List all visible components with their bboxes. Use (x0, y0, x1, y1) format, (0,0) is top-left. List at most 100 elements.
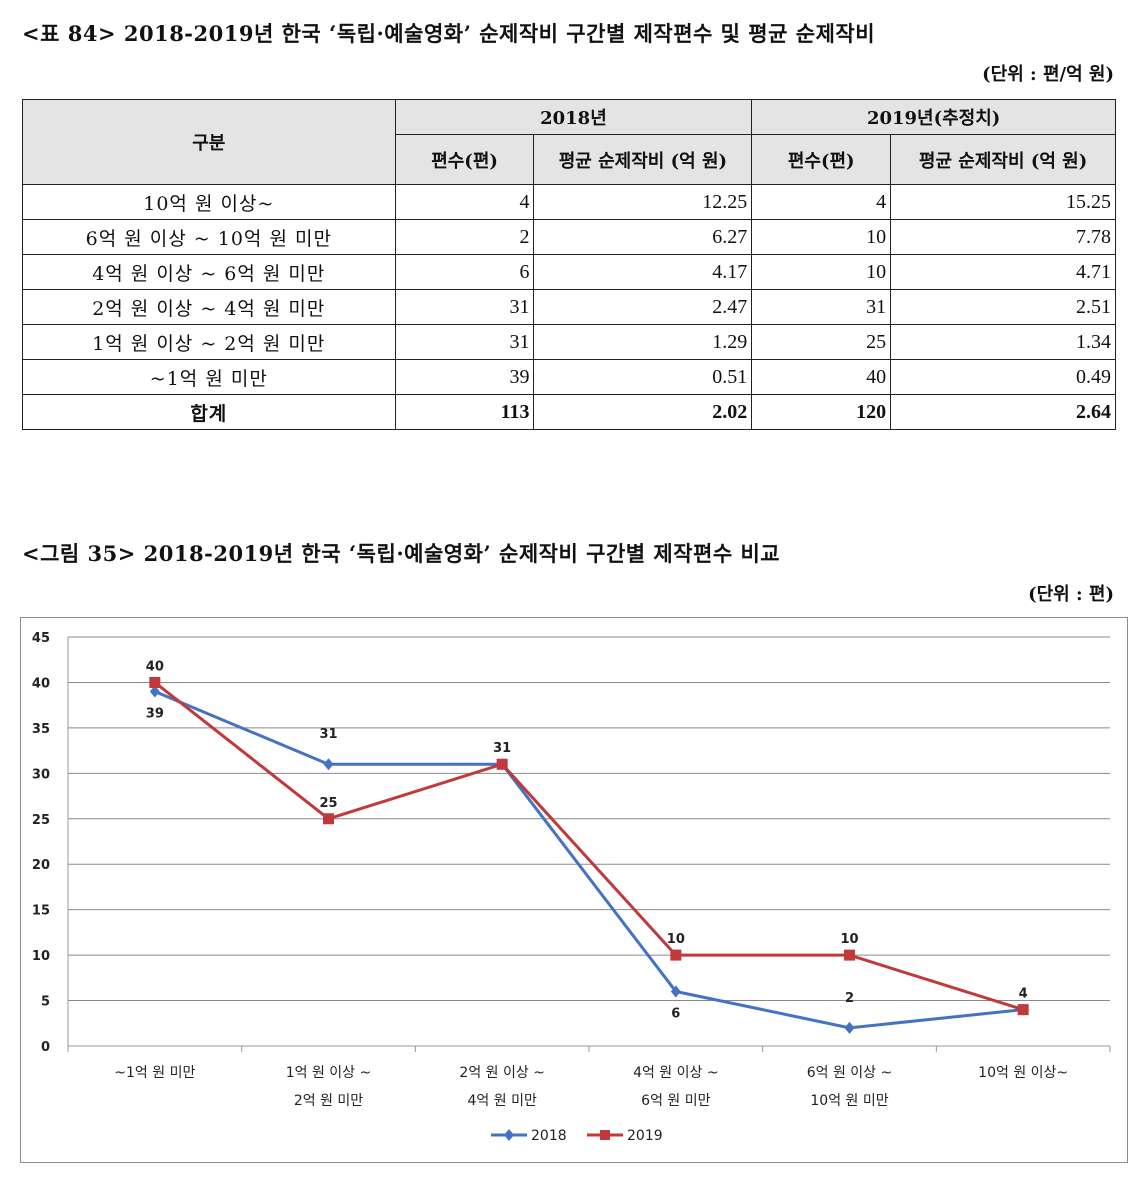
line-chart: 0 5 10 15 20 25 30 35 40 45 ~1억 원 미만 1억 원 이상 ~ 2억 원 … (20, 617, 1128, 1163)
count-2019: 31 (751, 289, 892, 325)
count-2018: 4 (394, 184, 535, 220)
avg-2018: 2.47 (533, 289, 753, 325)
data-label-2018: 31 (319, 727, 337, 742)
header-2019: 2019년(추정치) (751, 99, 1116, 135)
table-row: 6억 원 이상 ~ 10억 원 미만 2 6.27 10 7.78 (22, 219, 1116, 255)
data-label-2018: 39 (146, 707, 164, 722)
y-tick-label: 10 (32, 949, 50, 964)
y-tick-label: 15 (32, 904, 50, 919)
x-tick-label: 1억 원 이상 ~ (286, 1065, 372, 1081)
data-point-2018 (670, 985, 681, 998)
header-avg-2019: 평균 순제작비 (억 원) (890, 134, 1116, 185)
x-tick-label: 4억 원 미만 (468, 1093, 537, 1109)
data-point-2019 (844, 949, 855, 961)
row-label: 10억 원 이상~ (22, 184, 396, 220)
table-unit: (단위 : 편/억 원) (982, 64, 1114, 85)
data-label-2019: 10 (840, 932, 858, 947)
data-label-2019: 10 (667, 932, 685, 947)
data-point-2019 (1017, 1004, 1029, 1016)
table-row: 4억 원 이상 ~ 6억 원 미만 6 4.17 10 4.71 (22, 254, 1116, 290)
data-point-2018 (844, 1021, 855, 1034)
total-count-2019: 120 (751, 394, 892, 430)
x-tick-label: ~1억 원 미만 (114, 1065, 195, 1081)
data-point-2019 (149, 676, 161, 688)
count-2019: 4 (751, 184, 892, 220)
figure-unit: (단위 : 편) (1028, 584, 1114, 605)
data-point-2018 (149, 685, 160, 698)
data-point-2019 (670, 949, 682, 961)
series-line-2019 (153, 681, 1024, 1012)
series-line-2018 (154, 690, 1024, 1030)
x-tick-label: 6억 원 이상 ~ (807, 1065, 893, 1081)
data-point-2019 (496, 758, 508, 770)
y-tick-label: 20 (32, 858, 50, 873)
x-tick-label: 10억 원 미만 (810, 1093, 888, 1109)
avg-2019: 0.49 (890, 359, 1116, 395)
legend-label-2019: 2019 (627, 1128, 663, 1144)
row-label: 6억 원 이상 ~ 10억 원 미만 (22, 219, 396, 255)
header-2018: 2018년 (394, 99, 753, 135)
y-tick-label: 40 (32, 676, 50, 691)
table-row: 2억 원 이상 ~ 4억 원 미만 31 2.47 31 2.51 (22, 289, 1116, 325)
data-point-2018 (323, 758, 334, 771)
count-2018: 39 (394, 359, 535, 395)
x-tick-label: 4억 원 이상 ~ (633, 1065, 719, 1081)
avg-2018: 6.27 (533, 219, 753, 255)
count-2018: 2 (394, 219, 535, 255)
row-label: 1억 원 이상 ~ 2억 원 미만 (22, 324, 396, 360)
avg-2019: 15.25 (890, 184, 1116, 220)
table-row: 1억 원 이상 ~ 2억 원 미만 31 1.29 25 1.34 (22, 324, 1116, 360)
data-label-2019: 25 (319, 796, 337, 811)
table-caption: <표 84> 2018-2019년 한국 ‘독립·예술영화’ 순제작비 구간별 … (22, 21, 876, 46)
header-avg-2018: 평균 순제작비 (억 원) (533, 134, 753, 185)
y-tick-label: 35 (32, 722, 50, 737)
line-chart-svg: 0 5 10 15 20 25 30 35 40 45 ~1억 원 미만 1억 원 이상 ~ 2억 원 … (32, 631, 1111, 1144)
legend-marker-2019 (600, 1130, 610, 1140)
production-table: 구분 2018년 2019년(추정치) 편수(편) 평균 순제작비 (억 원) … (22, 99, 1116, 430)
row-label: 4억 원 이상 ~ 6억 원 미만 (22, 254, 396, 290)
x-tick-label: 6억 원 미만 (641, 1093, 710, 1109)
y-tick-label: 25 (32, 813, 50, 828)
row-label: ~1억 원 미만 (22, 359, 396, 395)
avg-2018: 1.29 (533, 324, 753, 360)
data-label-2018: 2 (845, 991, 854, 1006)
table-row: 10억 원 이상~ 4 12.25 4 15.25 (22, 184, 1116, 220)
figure-caption: <그림 35> 2018-2019년 한국 ‘독립·예술영화’ 순제작비 구간별… (22, 541, 781, 566)
x-tick-label: 10억 원 이상~ (978, 1065, 1068, 1081)
data-label-2018: 4 (1019, 987, 1028, 1002)
data-label-2019: 40 (146, 659, 164, 674)
avg-2019: 4.71 (890, 254, 1116, 290)
avg-2019: 7.78 (890, 219, 1116, 255)
header-category: 구분 (22, 99, 396, 185)
x-tick-label: 2억 원 미만 (294, 1093, 363, 1109)
avg-2018: 12.25 (533, 184, 753, 220)
count-2019: 40 (751, 359, 892, 395)
legend-marker-2018 (504, 1129, 514, 1141)
count-2018: 6 (394, 254, 535, 290)
avg-2019: 2.51 (890, 289, 1116, 325)
data-point-2019 (323, 813, 334, 825)
legend-label-2018: 2018 (531, 1128, 567, 1144)
count-2019: 10 (751, 254, 892, 290)
table-row: ~1억 원 미만 39 0.51 40 0.49 (22, 359, 1116, 395)
count-2019: 25 (751, 324, 892, 360)
y-tick-label: 0 (41, 1040, 50, 1055)
total-avg-2018: 2.02 (533, 394, 753, 430)
y-tick-label: 30 (32, 767, 50, 782)
total-count-2018: 113 (394, 394, 535, 430)
avg-2019: 1.34 (890, 324, 1116, 360)
avg-2018: 4.17 (533, 254, 753, 290)
data-label-2018: 31 (493, 741, 511, 756)
header-count-2019: 편수(편) (751, 134, 892, 185)
x-tick-label: 2억 원 이상 ~ (459, 1065, 545, 1081)
count-2018: 31 (394, 289, 535, 325)
row-label: 2억 원 이상 ~ 4억 원 미만 (22, 289, 396, 325)
count-2019: 10 (751, 219, 892, 255)
count-2018: 31 (394, 324, 535, 360)
y-tick-label: 5 (41, 995, 50, 1010)
avg-2018: 0.51 (533, 359, 753, 395)
total-label: 합계 (22, 394, 396, 430)
total-avg-2019: 2.64 (890, 394, 1116, 430)
total-row: 합계 113 2.02 120 2.64 (22, 394, 1116, 430)
y-tick-label: 45 (32, 631, 50, 646)
